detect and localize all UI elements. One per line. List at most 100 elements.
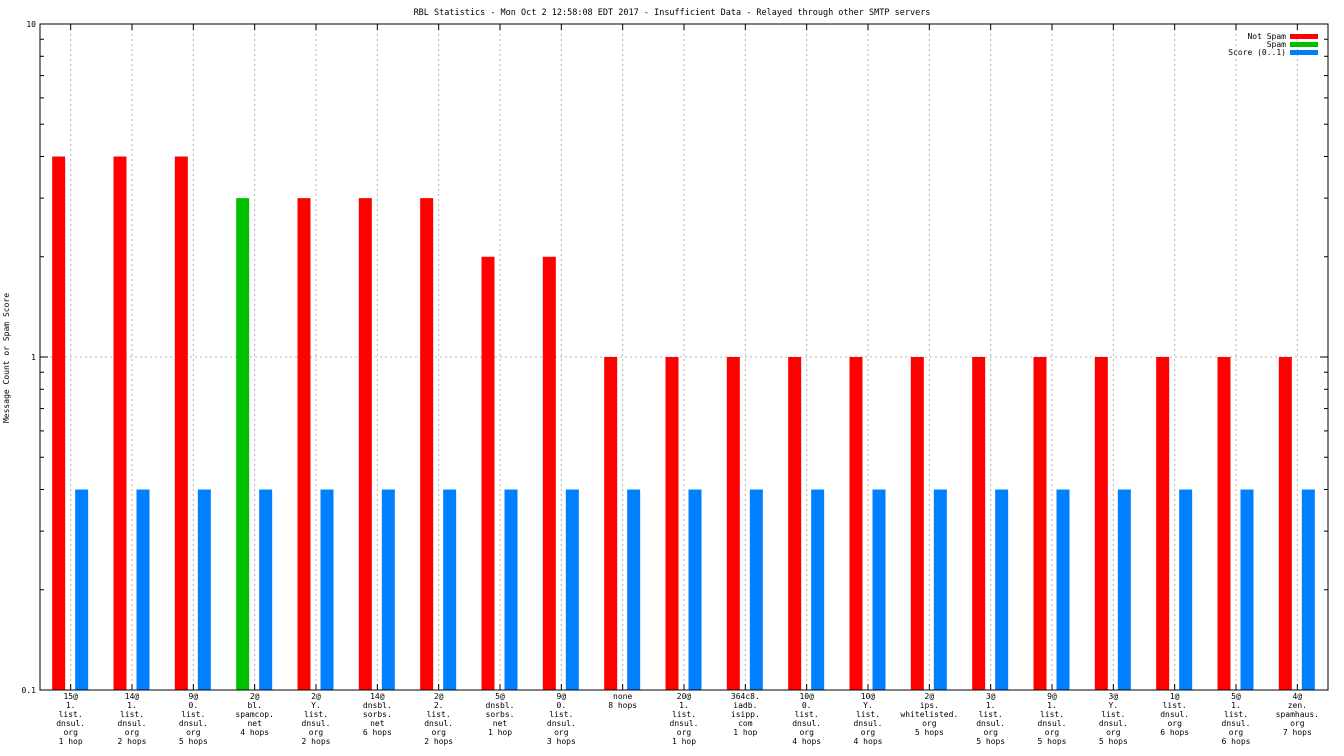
x-tick-label: dnsul. <box>547 719 576 728</box>
x-tick-label: dnsul. <box>792 719 821 728</box>
x-tick-label: 5 hops <box>976 737 1005 746</box>
bar-score-0-1-15 <box>995 489 1009 690</box>
bar-not-spam-7 <box>481 256 495 690</box>
x-tick-label: net <box>247 719 262 728</box>
x-tick-label: 5@ <box>495 692 505 701</box>
x-tick-label: whitelisted. <box>900 710 958 719</box>
x-tick-label: 5 hops <box>179 737 208 746</box>
bar-not-spam-19 <box>1217 357 1231 690</box>
x-tick-label: 2@ <box>250 692 260 701</box>
x-tick-label: dnsul. <box>1099 719 1128 728</box>
x-tick-label: 9@ <box>557 692 567 701</box>
bar-score-0-1-1 <box>136 489 150 690</box>
bar-not-spam-20 <box>1278 357 1292 690</box>
x-tick-label: list. <box>549 710 573 719</box>
x-tick-label: zen. <box>1288 701 1307 710</box>
x-tick-label: list. <box>672 710 696 719</box>
x-tick-label: 1. <box>986 701 996 710</box>
bar-not-spam-14 <box>910 357 924 690</box>
bar-score-0-1-13 <box>872 489 886 690</box>
x-tick-label: 1. <box>679 701 689 710</box>
bar-score-0-1-12 <box>811 489 825 690</box>
x-tick-label: org <box>677 728 692 737</box>
bar-not-spam-6 <box>420 198 434 690</box>
x-tick-label: net <box>493 719 508 728</box>
x-tick-label: org <box>1167 719 1182 728</box>
x-tick-label: dnsul. <box>976 719 1005 728</box>
x-tick-label: dnsul. <box>854 719 883 728</box>
bar-score-0-1-17 <box>1117 489 1131 690</box>
bar-not-spam-5 <box>358 198 372 690</box>
y-tick-label: 1 <box>31 353 36 362</box>
x-tick-label: dnsul. <box>179 719 208 728</box>
x-tick-label: 14@ <box>125 692 140 701</box>
x-tick-label: org <box>309 728 324 737</box>
x-tick-label: 3 hops <box>547 737 576 746</box>
x-tick-label: 1. <box>1047 701 1057 710</box>
x-tick-label: spamhaus. <box>1276 710 1319 719</box>
x-tick-label: isipp. <box>731 710 760 719</box>
bar-not-spam-11 <box>726 357 740 690</box>
x-tick-label: 0. <box>557 701 567 710</box>
bars-layer <box>52 156 1315 690</box>
x-tick-label: list. <box>181 710 205 719</box>
x-tick-label: org <box>63 728 78 737</box>
x-tick-label: list. <box>304 710 328 719</box>
x-tick-label: 0. <box>189 701 199 710</box>
x-tick-label: 9@ <box>1047 692 1057 701</box>
y-tick-label: 0.1 <box>22 686 37 695</box>
bar-score-0-1-19 <box>1240 489 1254 690</box>
x-tick-label: com <box>738 719 753 728</box>
x-tick-label: bl. <box>247 701 261 710</box>
x-tick-label: org <box>125 728 140 737</box>
x-tick-label: iadb. <box>733 701 757 710</box>
x-tick-label: list. <box>120 710 144 719</box>
x-tick-label: 10@ <box>861 692 876 701</box>
x-tick-label: sorbs. <box>486 710 515 719</box>
x-tick-label: dnsul. <box>1222 719 1251 728</box>
bar-not-spam-2 <box>174 156 188 690</box>
bar-not-spam-18 <box>1156 357 1170 690</box>
x-tick-label: org <box>1045 728 1060 737</box>
legend-swatch <box>1290 42 1318 47</box>
bar-not-spam-8 <box>542 256 556 690</box>
x-tick-label: dnsul. <box>424 719 453 728</box>
bar-not-spam-4 <box>297 198 311 690</box>
x-tick-label: org <box>799 728 814 737</box>
legend-swatch <box>1290 34 1318 39</box>
x-tick-label: sorbs. <box>363 710 392 719</box>
bar-score-0-1-2 <box>197 489 211 690</box>
bar-score-0-1-8 <box>565 489 579 690</box>
x-tick-label: dnsul. <box>1160 710 1189 719</box>
x-tick-label: 0. <box>802 701 812 710</box>
x-tick-label: Y. <box>863 701 873 710</box>
bar-not-spam-1 <box>113 156 127 690</box>
x-tick-label: spamcop. <box>235 710 274 719</box>
x-tick-label: org <box>861 728 876 737</box>
x-tick-label: 1 hop <box>488 728 512 737</box>
x-tick-label: 3@ <box>986 692 996 701</box>
x-tick-label: 1 hop <box>733 728 757 737</box>
x-tick-label: 1. <box>66 701 76 710</box>
bar-score-0-1-16 <box>1056 489 1070 690</box>
bar-score-0-1-20 <box>1301 489 1315 690</box>
x-tick-label: 15@ <box>63 692 78 701</box>
x-tick-label: 5 hops <box>1038 737 1067 746</box>
x-tick-label: none <box>613 692 632 701</box>
chart-title: RBL Statistics - Mon Oct 2 12:58:08 EDT … <box>414 8 931 18</box>
x-tick-label: 6 hops <box>363 728 392 737</box>
bar-not-spam-9 <box>604 357 618 690</box>
bar-not-spam-0 <box>52 156 66 690</box>
x-tick-label: 1 hop <box>59 737 83 746</box>
legend-label: Score (0..1) <box>1228 48 1286 57</box>
y-axis-label: Message Count or Spam Score <box>2 293 11 423</box>
x-tick-label: 1@ <box>1170 692 1180 701</box>
x-tick-label: 4 hops <box>792 737 821 746</box>
x-tick-label: 9@ <box>189 692 199 701</box>
x-tick-label: org <box>186 728 201 737</box>
x-tick-label: 6 hops <box>1222 737 1251 746</box>
bar-score-0-1-10 <box>688 489 702 690</box>
